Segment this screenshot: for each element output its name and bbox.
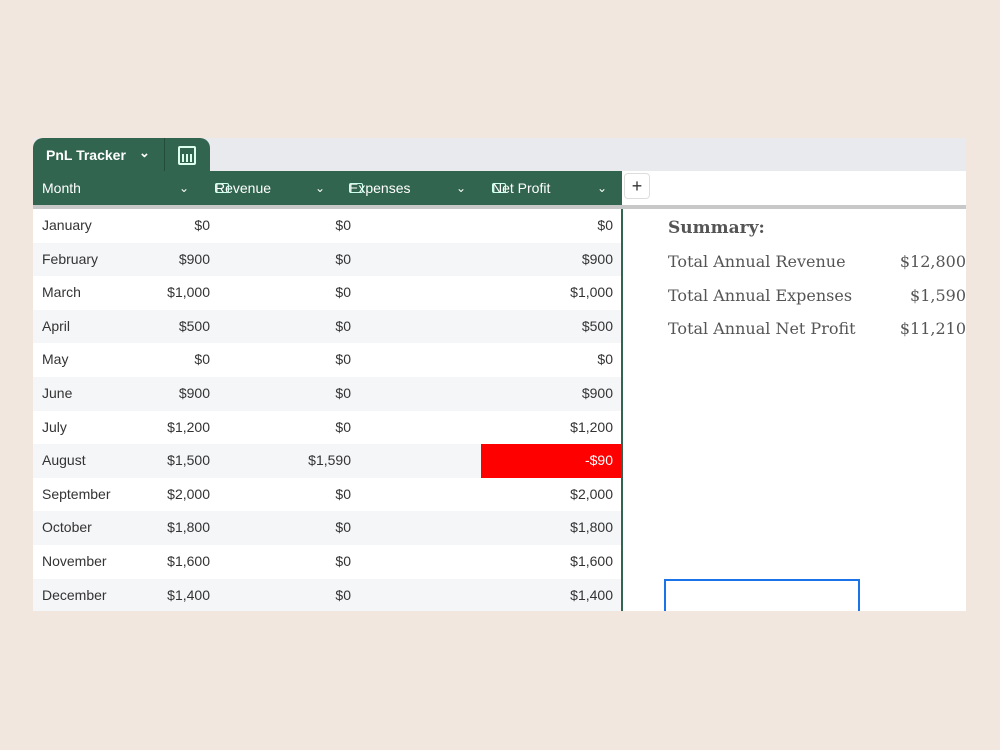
summary-label: Total Annual Net Profit: [668, 319, 856, 339]
table-row[interactable]: September $2,000 $0 $2,000: [33, 478, 621, 512]
table-row[interactable]: December $1,400 $0 $1,400: [33, 578, 621, 611]
cell-month[interactable]: May: [42, 351, 69, 368]
column-header-expenses[interactable]: Expenses ⌄: [349, 171, 484, 205]
chevron-down-icon[interactable]: ⌄: [456, 181, 467, 195]
cell-revenue[interactable]: $1,200: [167, 418, 210, 435]
cell-month[interactable]: February: [42, 250, 99, 267]
summary-panel: Summary: Total Annual Revenue $12,800 Tota…: [668, 218, 966, 353]
cell-revenue[interactable]: $1,400: [167, 586, 210, 603]
money-icon: [349, 183, 363, 193]
column-label: Expenses: [349, 180, 411, 196]
cell-expenses[interactable]: $1,590: [308, 452, 351, 469]
cell-expenses[interactable]: $0: [335, 217, 351, 233]
add-column-button[interactable]: +: [624, 173, 650, 199]
divider: [164, 138, 165, 172]
chevron-down-icon[interactable]: ⌄: [179, 181, 190, 195]
column-header-revenue[interactable]: Revenue ⌄: [215, 171, 345, 205]
cell-net-profit[interactable]: $500: [581, 317, 613, 334]
cell-expenses[interactable]: $0: [335, 552, 351, 569]
table-row[interactable]: January $0 $0 $0: [33, 209, 621, 243]
cell-expenses[interactable]: $0: [335, 351, 351, 368]
table-row[interactable]: July $1,200 $0 $1,200: [33, 411, 621, 445]
cell-month[interactable]: June: [42, 384, 73, 401]
negative-cell-highlight: [481, 444, 622, 478]
cell-expenses[interactable]: $0: [335, 384, 351, 401]
cell-revenue[interactable]: $900: [178, 384, 210, 401]
cell-net-profit[interactable]: $1,600: [570, 552, 613, 569]
cell-revenue[interactable]: $0: [194, 217, 210, 233]
cell-net-profit[interactable]: $900: [581, 384, 613, 401]
table-row[interactable]: April $500 $0 $500: [33, 309, 621, 344]
cell-month[interactable]: September: [42, 485, 111, 502]
summary-value: $1,590: [910, 285, 966, 305]
cell-revenue[interactable]: $900: [178, 250, 210, 267]
table-row[interactable]: November $1,600 $0 $1,600: [33, 545, 621, 579]
cell-month[interactable]: March: [42, 284, 81, 301]
cell-month[interactable]: October: [42, 519, 92, 536]
cell-month[interactable]: January: [42, 217, 92, 233]
cell-month[interactable]: December: [42, 586, 107, 603]
cell-expenses[interactable]: $0: [335, 317, 351, 334]
cell-net-profit[interactable]: $0: [597, 217, 613, 233]
cell-net-profit[interactable]: -$90: [584, 452, 613, 469]
summary-label: Total Annual Revenue: [668, 252, 846, 271]
cell-month[interactable]: November: [42, 552, 107, 569]
summary-item: Total Annual Expenses $1,590: [668, 286, 966, 320]
calculator-icon[interactable]: [178, 146, 196, 165]
spreadsheet: PnL Tracker ⌄ Month ⌄ Revenue ⌄ Expenses…: [33, 138, 966, 611]
money-icon: [492, 183, 506, 193]
summary-label: Total Annual Expenses: [668, 285, 853, 305]
table-row[interactable]: August $1,500 $1,590 -$90: [33, 444, 622, 478]
column-label: Net Profit: [492, 180, 551, 196]
table-tab[interactable]: PnL Tracker ⌄: [33, 138, 210, 172]
cell-net-profit[interactable]: $1,400: [570, 586, 613, 603]
cell-expenses[interactable]: $0: [335, 250, 351, 267]
cell-net-profit[interactable]: $1,000: [570, 284, 613, 301]
selected-cell[interactable]: [664, 579, 860, 611]
cell-revenue[interactable]: $1,000: [167, 284, 210, 301]
divider: [33, 205, 966, 209]
cell-revenue[interactable]: $1,600: [167, 552, 210, 569]
table-row[interactable]: June $900 $0 $900: [33, 376, 621, 411]
summary-item: Total Annual Net Profit $11,210: [668, 319, 966, 353]
header-row: Month ⌄ Revenue ⌄ Expenses ⌄ Net Profit …: [33, 171, 622, 205]
table-row[interactable]: February $900 $0 $900: [33, 242, 621, 277]
tab-name: PnL Tracker: [46, 147, 126, 163]
summary-title: Summary:: [668, 218, 765, 238]
chevron-down-icon[interactable]: ⌄: [315, 181, 326, 195]
summary-item: Total Annual Revenue $12,800: [668, 252, 966, 286]
column-header-month[interactable]: Month ⌄: [42, 171, 202, 205]
cell-revenue[interactable]: $500: [178, 317, 210, 334]
cell-revenue[interactable]: $2,000: [167, 485, 210, 502]
summary-value: $11,210: [899, 319, 966, 339]
column-label: Revenue: [215, 180, 272, 196]
cell-month[interactable]: July: [42, 418, 67, 435]
table-row[interactable]: October $1,800 $0 $1,800: [33, 511, 621, 545]
table-row[interactable]: March $1,000 $0 $1,000: [33, 276, 621, 310]
cell-net-profit[interactable]: $0: [597, 351, 613, 368]
cell-expenses[interactable]: $0: [335, 586, 351, 603]
cell-net-profit[interactable]: $1,200: [570, 418, 613, 435]
column-header-net-profit[interactable]: Net Profit ⌄: [492, 171, 617, 205]
cell-month[interactable]: August: [42, 452, 86, 469]
column-label: Month: [42, 180, 81, 196]
cell-revenue[interactable]: $0: [194, 351, 210, 368]
cell-month[interactable]: April: [42, 317, 71, 334]
cell-expenses[interactable]: $0: [335, 418, 351, 435]
cell-net-profit[interactable]: $2,000: [570, 485, 613, 502]
cell-revenue[interactable]: $1,800: [167, 519, 210, 536]
chevron-down-icon[interactable]: ⌄: [139, 145, 150, 160]
cell-net-profit[interactable]: $1,800: [570, 519, 613, 536]
cell-expenses[interactable]: $0: [335, 485, 351, 502]
divider: [621, 209, 623, 611]
table-body: January $0 $0 $0 February $900 $0 $900 March $1,0…: [33, 209, 622, 611]
cell-expenses[interactable]: $0: [335, 519, 351, 536]
chevron-down-icon[interactable]: ⌄: [597, 181, 608, 195]
summary-value: $12,800: [899, 252, 966, 271]
money-icon: [215, 183, 229, 193]
cell-net-profit[interactable]: $900: [581, 250, 613, 267]
cell-revenue[interactable]: $1,500: [167, 452, 210, 469]
table-row[interactable]: May $0 $0 $0: [33, 343, 621, 377]
cell-expenses[interactable]: $0: [335, 284, 351, 301]
